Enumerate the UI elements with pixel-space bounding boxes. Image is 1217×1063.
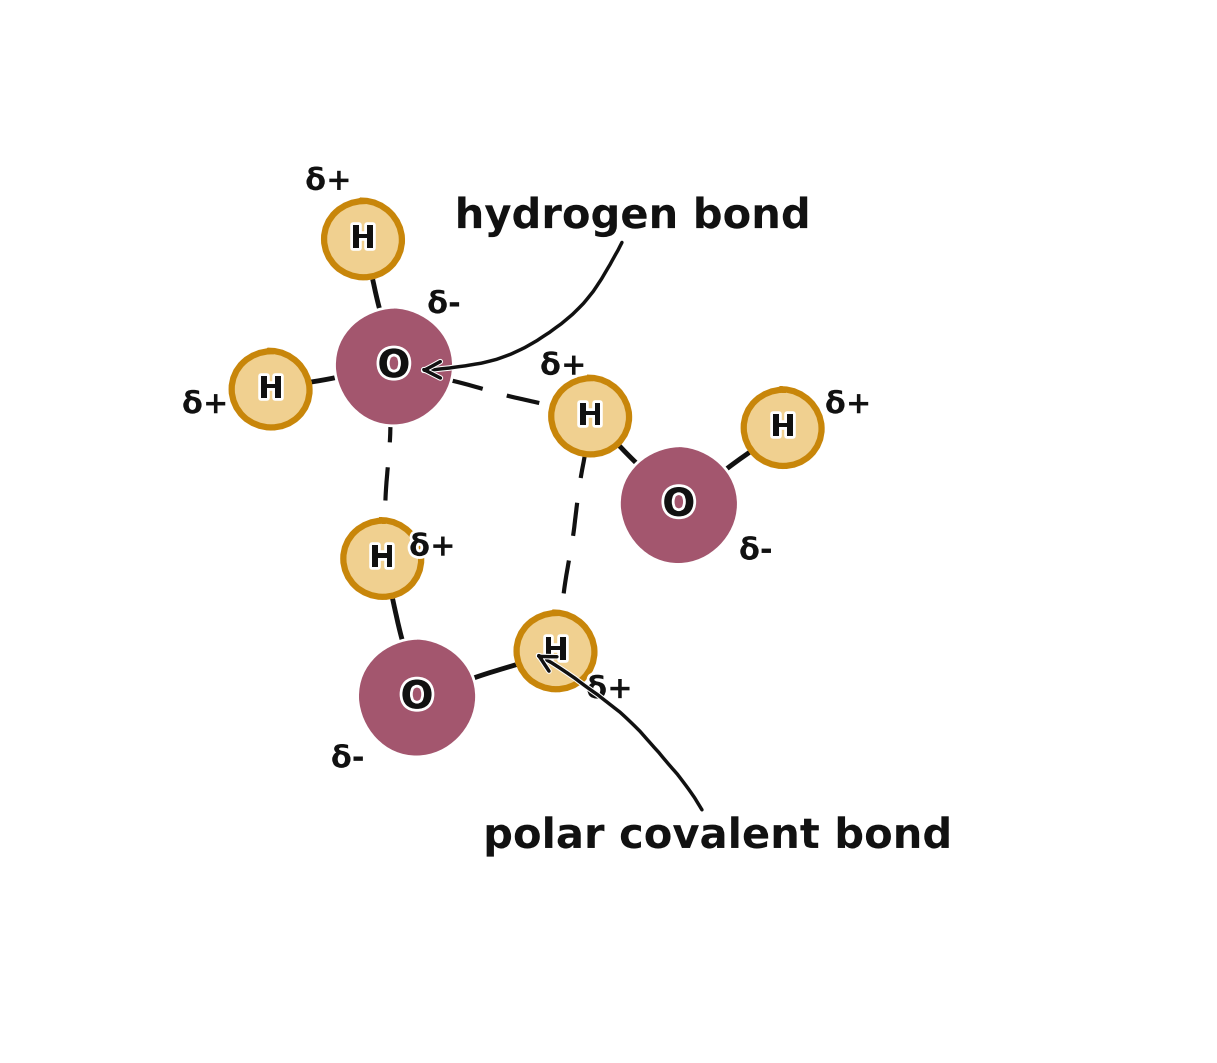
Text: polar covalent bond: polar covalent bond — [483, 656, 952, 857]
Text: H: H — [258, 375, 284, 404]
Text: H: H — [370, 544, 396, 573]
Text: δ+: δ+ — [540, 352, 587, 381]
Circle shape — [232, 351, 309, 428]
Circle shape — [745, 389, 821, 467]
Text: H: H — [770, 414, 796, 442]
Text: H: H — [350, 224, 376, 254]
Text: O: O — [662, 486, 695, 524]
Text: O: O — [400, 678, 433, 716]
Text: δ+: δ+ — [825, 390, 871, 419]
Circle shape — [551, 377, 629, 455]
Text: δ+: δ+ — [587, 675, 633, 704]
Text: δ+: δ+ — [181, 390, 229, 419]
Circle shape — [344, 520, 421, 597]
Text: O: O — [377, 348, 410, 385]
Text: δ+: δ+ — [305, 167, 352, 196]
Text: H: H — [543, 637, 568, 665]
Text: hydrogen bond: hydrogen bond — [424, 196, 811, 378]
Circle shape — [359, 640, 475, 755]
Text: δ+: δ+ — [409, 533, 455, 561]
Text: δ-: δ- — [739, 537, 773, 566]
Circle shape — [621, 448, 736, 562]
Text: δ-: δ- — [331, 744, 364, 774]
Circle shape — [336, 308, 452, 424]
Circle shape — [325, 201, 402, 277]
Text: H: H — [578, 402, 602, 431]
Circle shape — [517, 612, 594, 690]
Text: δ-: δ- — [427, 290, 461, 319]
